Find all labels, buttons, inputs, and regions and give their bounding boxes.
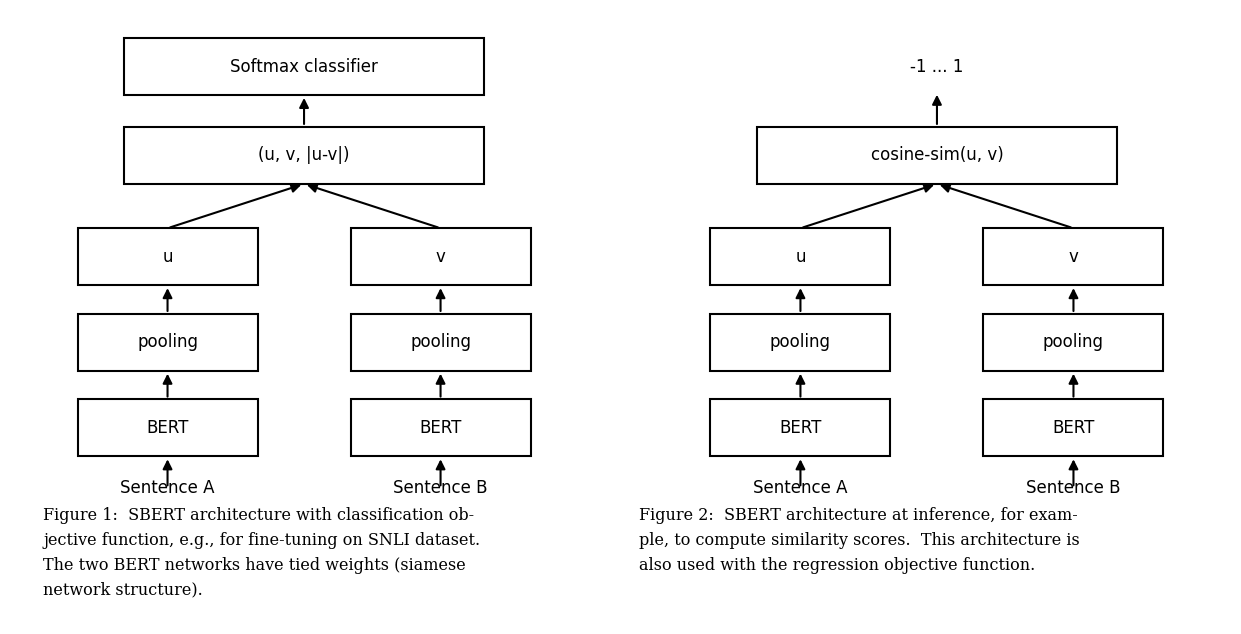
Bar [78, 228, 258, 285]
Text: Figure 1:  SBERT architecture with classification ob-
jective function, e.g., fo: Figure 1: SBERT architecture with classi… [43, 507, 480, 598]
Bar [710, 399, 891, 456]
Bar [710, 228, 891, 285]
Bar [757, 127, 1117, 184]
Bar [78, 314, 258, 371]
Text: v: v [436, 248, 446, 266]
Bar [710, 314, 891, 371]
Text: Figure 2:  SBERT architecture at inference, for exam-
ple, to compute similarity: Figure 2: SBERT architecture at inferenc… [639, 507, 1080, 574]
Text: u: u [163, 248, 172, 266]
Text: pooling: pooling [1042, 333, 1104, 351]
Text: BERT: BERT [419, 419, 462, 437]
Bar [350, 399, 531, 456]
Text: BERT: BERT [1052, 419, 1095, 437]
Bar [124, 127, 484, 184]
Text: u: u [795, 248, 805, 266]
Bar [350, 314, 531, 371]
Text: Softmax classifier: Softmax classifier [230, 58, 379, 75]
Text: v: v [1069, 248, 1078, 266]
Text: cosine-sim(u, v): cosine-sim(u, v) [871, 146, 1003, 164]
Text: BERT: BERT [146, 419, 189, 437]
Text: pooling: pooling [769, 333, 831, 351]
Text: -1 ... 1: -1 ... 1 [910, 58, 964, 75]
Bar [124, 38, 484, 95]
Text: Sentence A: Sentence A [120, 479, 215, 496]
Bar [983, 314, 1164, 371]
Bar [78, 399, 258, 456]
Bar [983, 399, 1164, 456]
Bar [983, 228, 1164, 285]
Text: BERT: BERT [779, 419, 822, 437]
Text: Sentence B: Sentence B [393, 479, 488, 496]
Text: (u, v, |u-v|): (u, v, |u-v|) [258, 146, 350, 164]
Bar [350, 228, 531, 285]
Text: Sentence B: Sentence B [1026, 479, 1121, 496]
Text: Sentence A: Sentence A [753, 479, 848, 496]
Text: pooling: pooling [137, 333, 199, 351]
Text: pooling: pooling [410, 333, 472, 351]
